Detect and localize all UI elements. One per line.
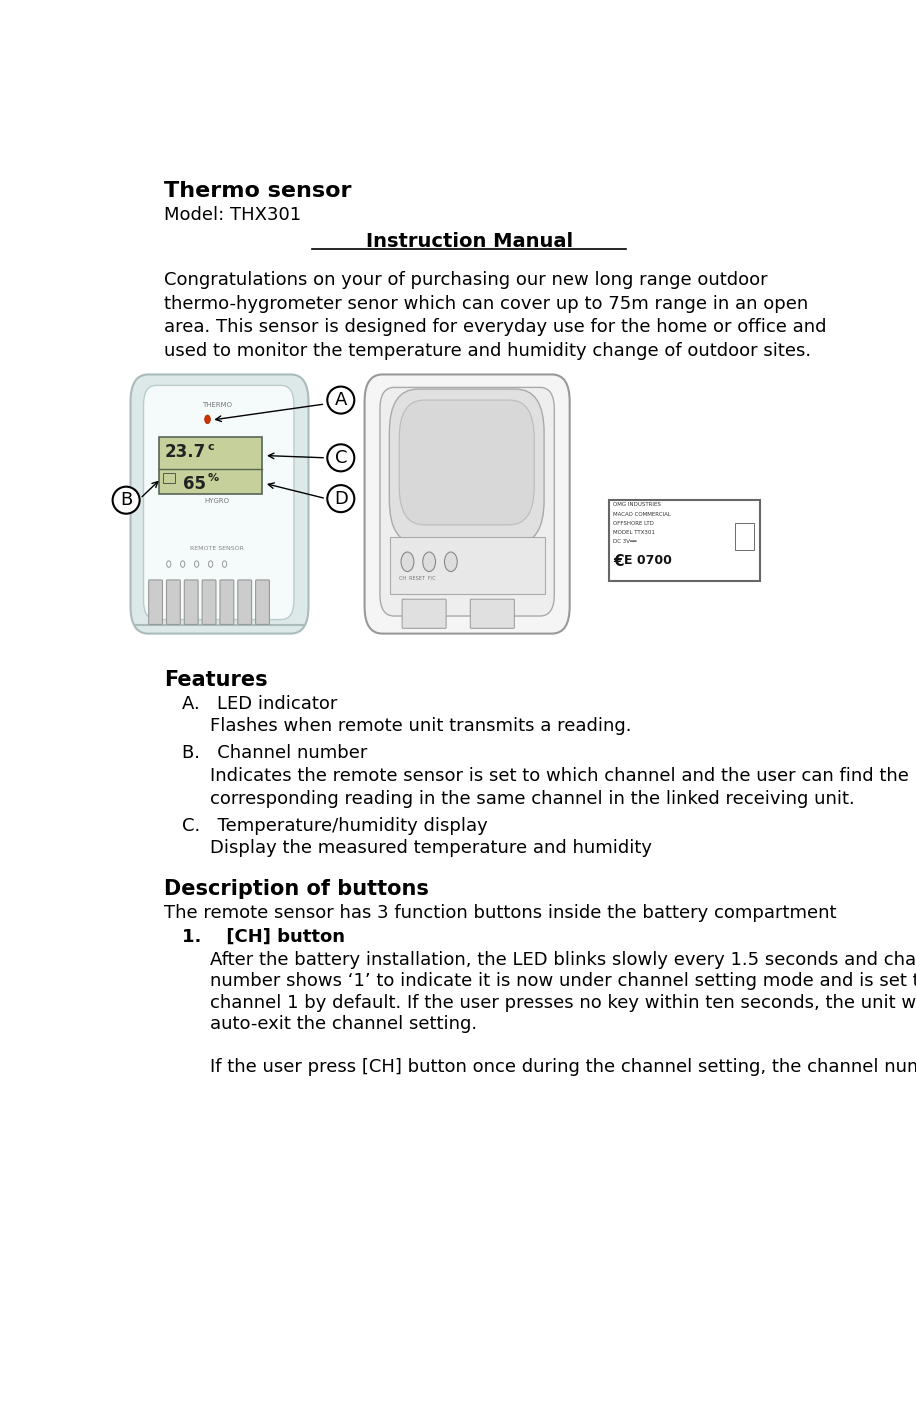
Text: €: €: [613, 554, 624, 569]
Text: %: %: [208, 473, 219, 483]
Text: 65: 65: [183, 475, 206, 493]
Text: used to monitor the temperature and humidity change of outdoor sites.: used to monitor the temperature and humi…: [164, 342, 812, 361]
Text: D: D: [333, 490, 348, 507]
FancyBboxPatch shape: [380, 387, 554, 616]
Text: CH  RESET  F/C: CH RESET F/C: [399, 576, 435, 581]
FancyBboxPatch shape: [130, 375, 309, 634]
FancyBboxPatch shape: [256, 581, 269, 624]
Text: Instruction Manual: Instruction Manual: [365, 232, 573, 251]
Text: Display the measured temperature and humidity: Display the measured temperature and hum…: [211, 838, 652, 857]
Text: thermo-hygrometer senor which can cover up to 75m range in an open: thermo-hygrometer senor which can cover …: [164, 294, 809, 313]
Text: 1.    [CH] button: 1. [CH] button: [182, 927, 345, 945]
FancyBboxPatch shape: [148, 581, 162, 624]
Text: OMG INDUSTRIES: OMG INDUSTRIES: [613, 503, 660, 507]
Text: area. This sensor is designed for everyday use for the home or office and: area. This sensor is designed for everyd…: [164, 318, 827, 337]
FancyBboxPatch shape: [220, 581, 234, 624]
Text: corresponding reading in the same channel in the linked receiving unit.: corresponding reading in the same channe…: [211, 790, 856, 809]
Text: c: c: [208, 441, 214, 452]
FancyBboxPatch shape: [184, 581, 198, 624]
Text: Thermo sensor: Thermo sensor: [164, 180, 352, 200]
Text: MODEL TTX301: MODEL TTX301: [613, 530, 655, 535]
Text: Features: Features: [164, 669, 267, 689]
FancyBboxPatch shape: [609, 500, 760, 581]
FancyBboxPatch shape: [144, 386, 294, 620]
FancyBboxPatch shape: [399, 400, 534, 526]
Text: B.   Channel number: B. Channel number: [182, 744, 367, 762]
Text: B: B: [120, 492, 132, 509]
Text: REMOTE SENSOR: REMOTE SENSOR: [190, 547, 244, 551]
Text: C: C: [334, 449, 347, 466]
Text: E 0700: E 0700: [624, 554, 671, 566]
Circle shape: [423, 552, 435, 572]
FancyBboxPatch shape: [202, 581, 216, 624]
FancyBboxPatch shape: [238, 581, 252, 624]
Text: Indicates the remote sensor is set to which channel and the user can find the: Indicates the remote sensor is set to wh…: [211, 768, 910, 785]
Text: number shows ‘1’ to indicate it is now under channel setting mode and is set to: number shows ‘1’ to indicate it is now u…: [211, 972, 916, 991]
FancyBboxPatch shape: [365, 375, 570, 634]
Text: A.   LED indicator: A. LED indicator: [182, 695, 337, 713]
FancyBboxPatch shape: [167, 581, 180, 624]
Text: HYGRO: HYGRO: [204, 497, 229, 504]
Text: A: A: [334, 392, 347, 409]
Text: Description of buttons: Description of buttons: [164, 879, 429, 899]
FancyBboxPatch shape: [159, 437, 262, 495]
Text: channel 1 by default. If the user presses no key within ten seconds, the unit wi: channel 1 by default. If the user presse…: [211, 993, 916, 1012]
Circle shape: [401, 552, 414, 572]
FancyBboxPatch shape: [162, 473, 175, 483]
FancyBboxPatch shape: [389, 537, 545, 595]
Text: 23.7: 23.7: [165, 444, 206, 461]
FancyBboxPatch shape: [402, 599, 446, 628]
Text: If the user press [CH] button once during the channel setting, the channel numbe: If the user press [CH] button once durin…: [211, 1058, 916, 1076]
Text: Flashes when remote unit transmits a reading.: Flashes when remote unit transmits a rea…: [211, 717, 632, 734]
Text: Congratulations on your of purchasing our new long range outdoor: Congratulations on your of purchasing ou…: [164, 271, 768, 289]
Text: The remote sensor has 3 function buttons inside the battery compartment: The remote sensor has 3 function buttons…: [164, 905, 836, 923]
Text: OFFSHORE LTD: OFFSHORE LTD: [613, 521, 654, 526]
Circle shape: [444, 552, 457, 572]
Text: MACAO COMMERCIAL: MACAO COMMERCIAL: [613, 511, 671, 517]
FancyBboxPatch shape: [470, 599, 515, 628]
Circle shape: [204, 416, 211, 424]
FancyBboxPatch shape: [735, 523, 754, 551]
Text: C.   Temperature/humidity display: C. Temperature/humidity display: [182, 817, 487, 836]
Text: Model: THX301: Model: THX301: [164, 206, 301, 224]
Text: auto-exit the channel setting.: auto-exit the channel setting.: [211, 1016, 477, 1033]
Text: THERMO: THERMO: [202, 402, 232, 407]
Text: DC 3V══: DC 3V══: [613, 540, 637, 544]
FancyBboxPatch shape: [389, 389, 544, 544]
Text: After the battery installation, the LED blinks slowly every 1.5 seconds and chan: After the battery installation, the LED …: [211, 951, 916, 968]
